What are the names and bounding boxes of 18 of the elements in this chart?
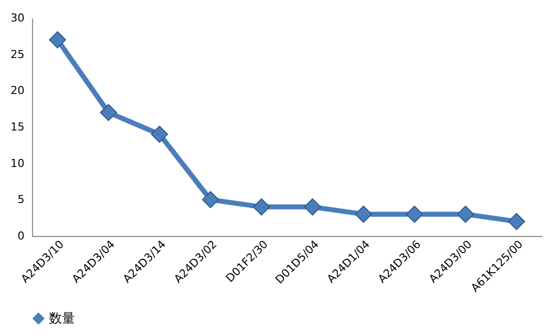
y-tick-label: 15 bbox=[10, 120, 24, 134]
point bbox=[456, 206, 474, 223]
point bbox=[406, 206, 424, 223]
point bbox=[48, 31, 66, 48]
point bbox=[304, 198, 322, 216]
point bbox=[150, 126, 168, 143]
y-tick-label: 0 bbox=[18, 230, 24, 242]
point bbox=[252, 198, 270, 216]
y-tick-label: 20 bbox=[10, 84, 24, 98]
y-tick-label: 10 bbox=[10, 156, 24, 170]
point bbox=[100, 104, 118, 122]
legend-label: 数量 bbox=[49, 312, 75, 326]
point bbox=[354, 206, 372, 223]
point bbox=[202, 191, 220, 208]
point bbox=[508, 212, 526, 230]
y-tick-label: 25 bbox=[10, 48, 24, 61]
y-tick-label: 30 bbox=[10, 12, 24, 24]
y-tick-label: 5 bbox=[18, 193, 24, 206]
